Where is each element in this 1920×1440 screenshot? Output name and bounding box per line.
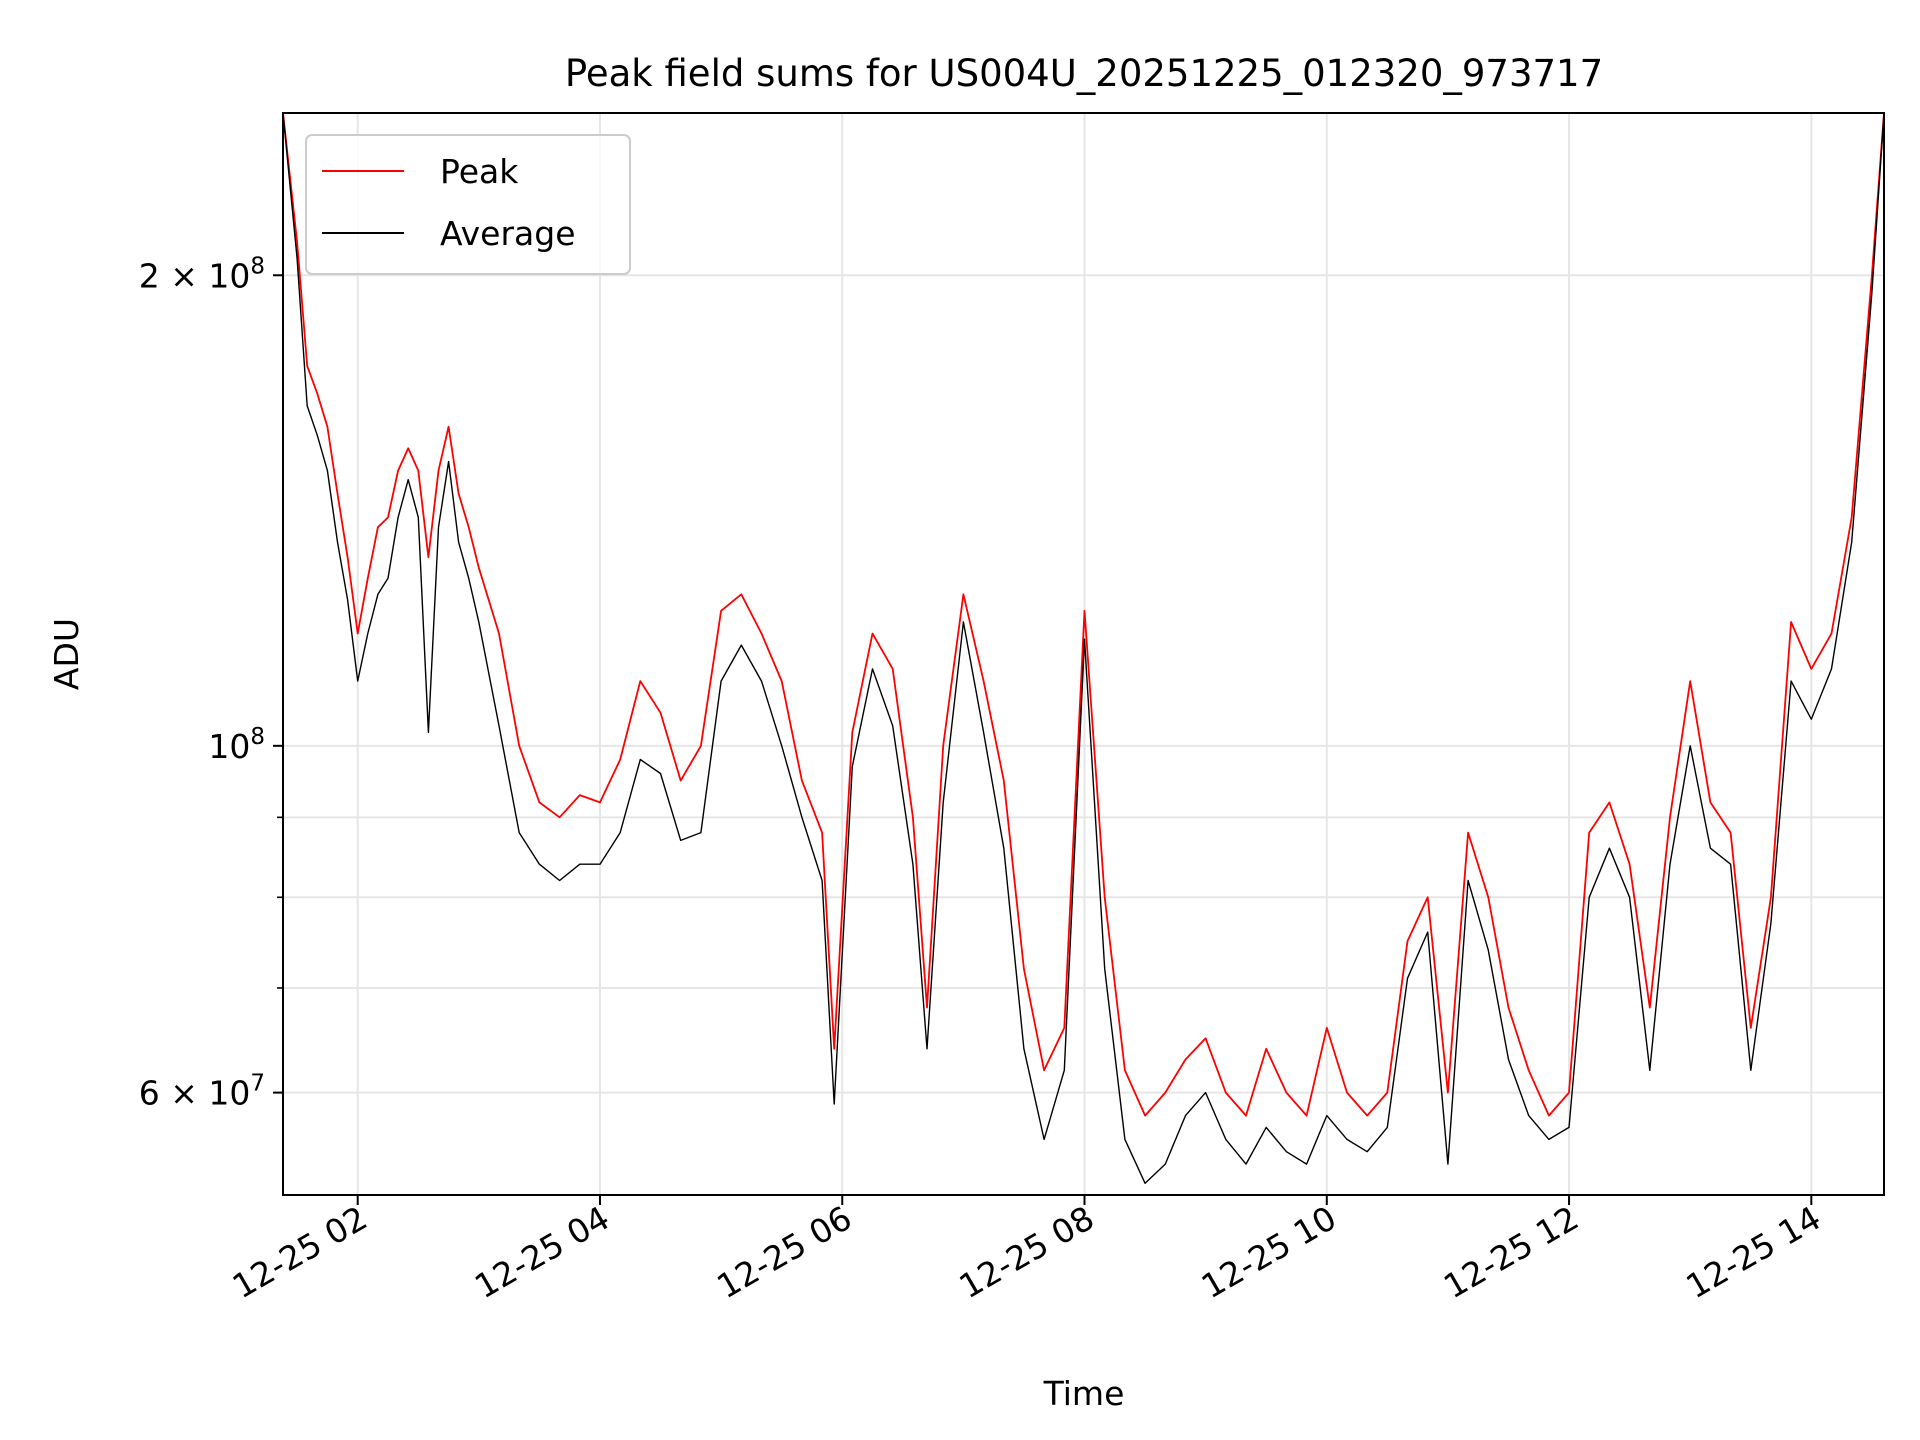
legend: Peak Average xyxy=(305,134,631,275)
legend-label-average: Average xyxy=(440,214,576,253)
plot-area xyxy=(283,113,1884,1184)
axes-frame xyxy=(282,112,1885,1196)
y-axis-label: ADU xyxy=(47,618,86,690)
legend-label-peak: Peak xyxy=(440,152,519,191)
y-tick-label: 2 × 108 xyxy=(139,253,265,295)
chart-title: Peak field sums for US004U_20251225_0123… xyxy=(565,52,1603,95)
x-axis-label: Time xyxy=(1043,1374,1125,1413)
grid xyxy=(283,113,1884,1195)
legend-box xyxy=(305,134,631,275)
series-line-peak xyxy=(283,113,1884,1117)
y-tick-label: 6 × 107 xyxy=(139,1071,265,1113)
series-line-average xyxy=(283,113,1884,1184)
